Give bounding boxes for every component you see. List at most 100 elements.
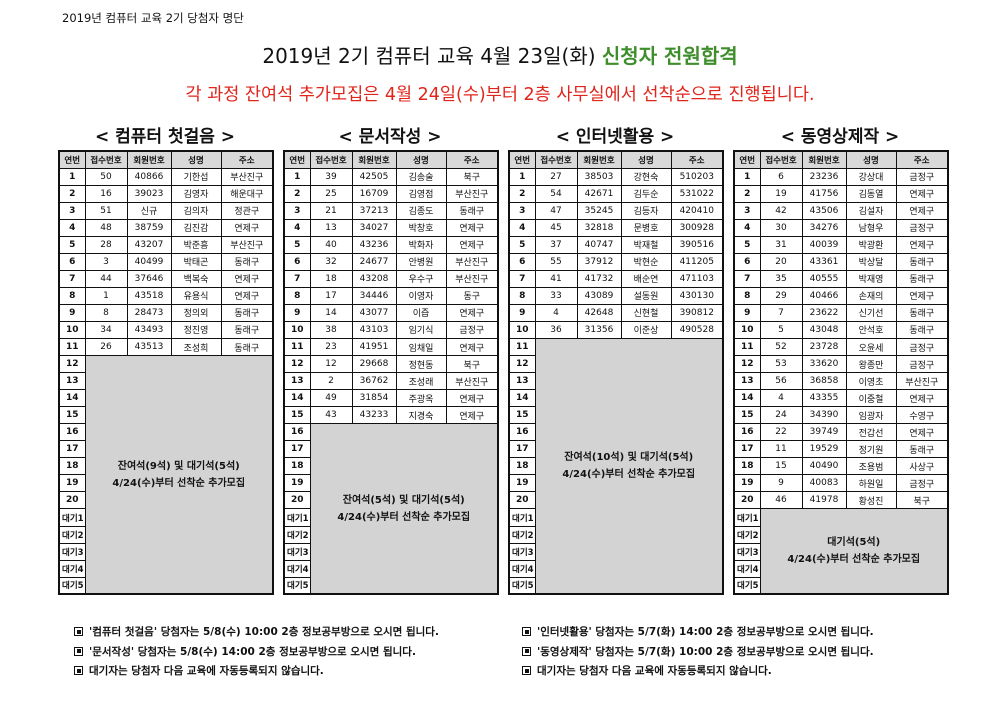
table-cell: 김설자 [845,201,897,220]
table-row: 2 25 16709 김영점 부산진구 [283,184,499,203]
vacant-row: 20 [58,491,273,510]
table-row: 9 7 23622 신기선 동래구 [733,303,949,322]
table-cell: 37912 [576,252,622,271]
table-cell: 19 [759,184,803,203]
row-number: 12 [58,355,86,374]
table-cell: 46 [759,491,803,510]
table-cell: 34446 [351,286,397,305]
row-number: 대기2 [58,525,86,544]
table-cell: 4 [283,218,311,237]
table-row: 6 20 43361 박상달 동래구 [733,252,949,271]
table-row: 5 28 43207 박준흥 부산진구 [58,235,274,254]
table-cell: 정의외 [170,303,222,322]
table-cell: 백복숙 [170,269,222,288]
vacant-row: 15 [508,406,723,425]
bullet-square-icon [522,646,531,656]
table-row: 14 4 43355 이중철 연제구 [733,389,949,408]
column-header: 접수번호 [84,150,128,169]
vacant-row: 대기4 [58,559,273,578]
table-cell: 조성희 [170,338,222,357]
table-cell: 43208 [351,269,397,288]
table-cell: 40866 [126,167,172,186]
table-cell: 강상대 [845,167,897,186]
table-row: 16 22 39749 전갑선 연제구 [733,423,949,442]
table-cell: 28473 [126,303,172,322]
table-cell: 연제구 [220,286,274,305]
note-item: '인터넷활용' 당첨자는 5/7(화) 14:00 2층 정보공부방으로 오시면… [522,623,874,643]
table-row: 12 53 33620 왕종만 금정구 [733,355,949,374]
row-number: 대기3 [733,542,761,561]
table-cell: 동래구 [220,303,274,322]
table-cell: 17 [733,440,761,459]
table-row: 7 41 41732 배순연 471103 [508,269,724,288]
table-cell: 12 [309,355,353,374]
row-number: 대기5 [508,576,536,595]
table-row: 11 26 43513 조성희 동래구 [58,338,274,357]
table-cell: 4 [508,218,536,237]
applicant-table: 연번 접수번호 회원번호 성명 주소 1 39 42505 김송술 북구 2 25 16709 김영점 부산… [283,150,499,596]
column-header: 연번 [508,150,536,169]
table-cell: 6 [508,252,536,271]
column-header: 접수번호 [759,150,803,169]
table-cell: 1 [58,167,86,186]
table-cell: 36 [534,320,578,340]
recruitment-notice: 각 과정 잔여석 추가모집은 4월 24일(수)부터 2층 사무실에서 선착순으… [185,85,815,105]
row-number: 13 [58,372,86,391]
table-cell: 9 [733,303,761,322]
table-cell: 부산진구 [895,372,949,391]
row-number: 대기5 [733,576,761,595]
row-number: 20 [58,491,86,510]
table-cell: 이즙 [395,303,447,322]
row-number: 대기3 [283,542,311,561]
notes-left: '컴퓨터 첫걸음' 당첨자는 5/8(수) 10:00 2층 정보공부방으로 오… [74,623,439,682]
table-cell: 부산진구 [445,269,499,288]
table-cell: 8 [58,286,86,305]
table-cell: 정관구 [220,201,274,220]
table-cell: 배순연 [620,269,672,288]
table-row: 8 1 43518 유용식 연제구 [58,286,274,305]
table-cell: 김의자 [170,201,222,220]
row-number: 대기1 [508,508,536,527]
table-row: 13 56 36858 이영초 부산진구 [733,372,949,391]
row-number: 19 [508,474,536,493]
row-number: 19 [58,474,86,493]
table-cell: 연제구 [445,406,499,425]
table-cell: 13 [283,372,311,391]
table-cell: 15 [759,457,803,476]
vacant-row: 16 잔여석(5석) 및 대기석(5석) 4/24(수)부터 선착순 추가모집 [283,423,499,595]
table-cell: 54 [534,184,578,203]
table-row: 9 4 42648 신현철 390812 [508,303,724,322]
row-number: 대기2 [283,525,311,544]
table-cell: 43355 [801,389,847,408]
table-cell: 3 [508,201,536,220]
table-row: 2 19 41756 김동열 연제구 [733,184,949,203]
table-cell: 박준흥 [170,235,222,254]
table-row: 7 44 37646 백복숙 연제구 [58,269,274,288]
applicant-table: 연번 접수번호 회원번호 성명 주소 1 6 23236 강상대 금정구 2 19 41756 김동열 연제… [733,150,949,596]
table-cell: 4 [534,303,578,322]
table-cell: 8 [733,286,761,305]
table-cell: 박창호 [395,218,447,237]
row-number: 20 [283,491,311,510]
table-cell: 김영자 [170,184,222,203]
table-cell: 9 [508,303,536,322]
table-header-row: 연번 접수번호 회원번호 성명 주소 [283,150,499,169]
table-cell: 40555 [801,269,847,288]
table-row: 3 21 37213 김종도 동래구 [283,201,499,220]
table-cell: 연제구 [445,389,499,408]
table-cell: 조성래 [395,372,447,391]
document-caption: 2019년 컴퓨터 교육 2기 당첨자 명단 [62,11,244,25]
column-header: 회원번호 [351,150,397,169]
column-header: 연번 [283,150,311,169]
table-row: 5 40 43236 박화자 연제구 [283,235,499,254]
note-item: '문서작성' 당첨자는 5/8(수) 14:00 2층 정보공부방으로 오시면 … [74,643,439,663]
table-row: 19 9 40083 하원일 금정구 [733,474,949,493]
table-cell: 42 [759,201,803,220]
table-cell: 41756 [801,184,847,203]
table-cell: 2 [309,372,353,391]
table-cell: 49 [309,389,353,408]
table-cell: 45 [534,218,578,237]
table-cell: 37213 [351,201,397,220]
course-title: < 문서작성 > [338,127,442,147]
vacant-row: 대기5 [733,576,948,595]
